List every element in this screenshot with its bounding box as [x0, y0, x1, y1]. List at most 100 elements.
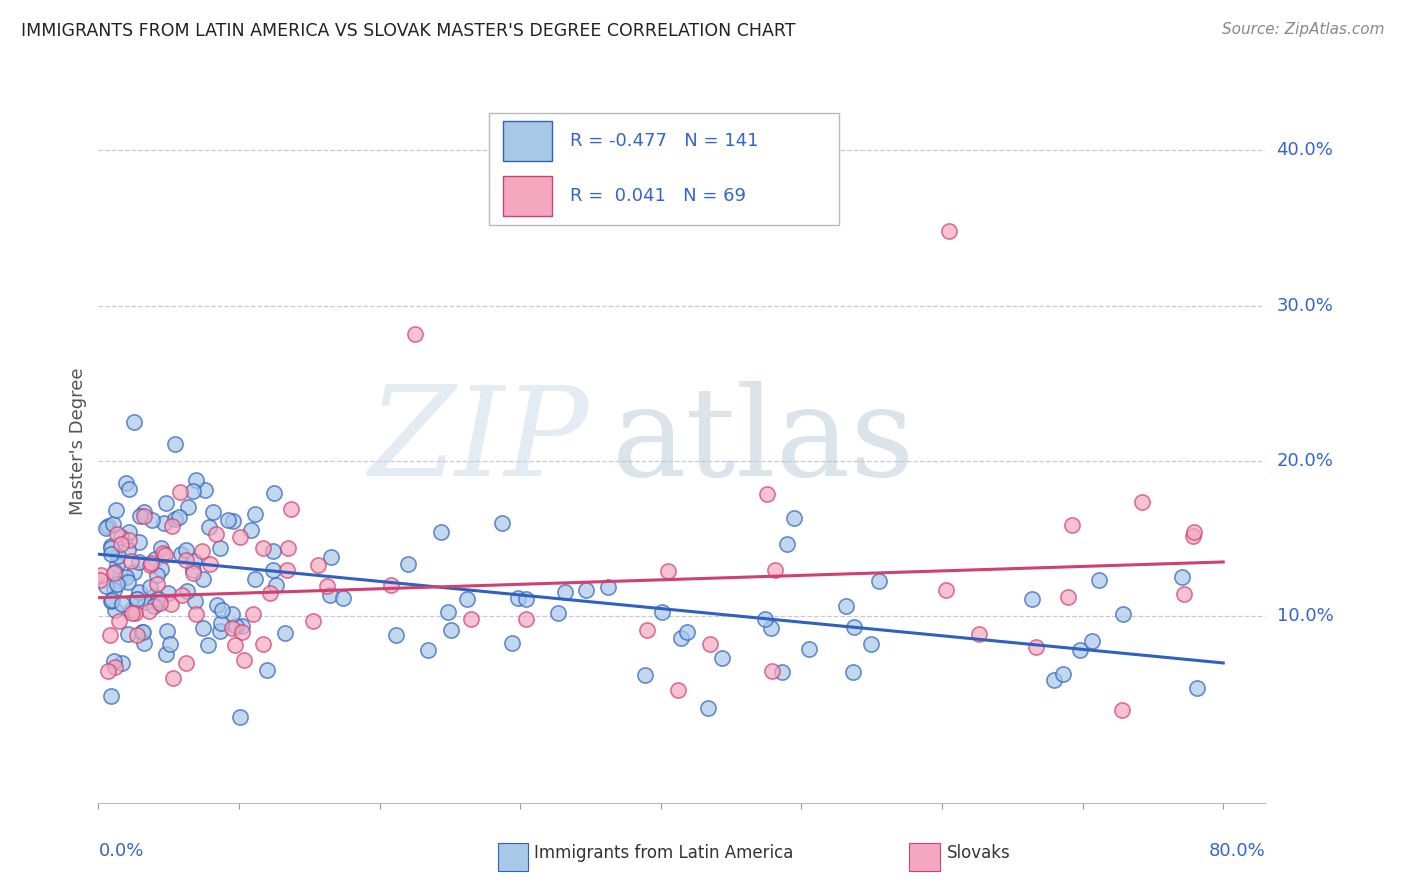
Point — [547, 606, 569, 620]
Point — [155, 496, 177, 510]
Point — [181, 483, 204, 498]
Point — [110, 537, 132, 551]
Point — [380, 578, 402, 592]
Point — [176, 542, 198, 557]
Point — [159, 597, 181, 611]
Point — [274, 625, 297, 640]
Point — [835, 599, 858, 613]
Point — [104, 660, 127, 674]
Point — [763, 563, 786, 577]
Point — [1056, 590, 1078, 604]
Point — [1087, 573, 1109, 587]
Point — [115, 570, 138, 584]
Point — [118, 525, 141, 540]
Point — [150, 541, 173, 556]
Point — [191, 621, 214, 635]
Point — [142, 589, 165, 603]
Point — [152, 546, 174, 560]
Point — [515, 612, 537, 626]
Point — [211, 616, 233, 631]
Point — [118, 533, 141, 547]
Point — [108, 614, 131, 628]
Point — [711, 650, 734, 665]
Point — [262, 563, 284, 577]
Point — [221, 621, 243, 635]
Point — [105, 577, 128, 591]
Point — [132, 505, 155, 519]
Point — [170, 548, 193, 562]
Point — [103, 583, 125, 598]
Point — [211, 603, 233, 617]
FancyBboxPatch shape — [910, 843, 939, 871]
Point — [797, 641, 820, 656]
Point — [125, 591, 148, 606]
Point — [783, 511, 806, 525]
Point — [145, 577, 167, 591]
Point — [198, 519, 221, 533]
Text: Immigrants from Latin America: Immigrants from Latin America — [534, 845, 793, 863]
Point — [94, 521, 117, 535]
Point — [100, 547, 122, 561]
Point — [1052, 667, 1074, 681]
Point — [761, 665, 783, 679]
Point — [104, 603, 127, 617]
Point — [264, 578, 287, 592]
Text: 0.0%: 0.0% — [98, 842, 143, 860]
Point — [233, 653, 256, 667]
Point — [416, 643, 439, 657]
Point — [167, 510, 190, 524]
Point — [141, 556, 163, 570]
Point — [224, 638, 246, 652]
Point — [229, 530, 252, 544]
Point — [491, 516, 513, 530]
Point — [307, 558, 329, 573]
Point — [1185, 681, 1208, 695]
Point — [143, 552, 166, 566]
Point — [149, 596, 172, 610]
Point — [651, 606, 673, 620]
Point — [139, 580, 162, 594]
Point — [1171, 570, 1194, 584]
Point — [131, 625, 153, 640]
Point — [242, 607, 264, 622]
Point — [100, 628, 122, 642]
Point — [174, 656, 197, 670]
Point — [262, 543, 284, 558]
Point — [105, 527, 128, 541]
Point — [132, 624, 155, 639]
Point — [859, 637, 882, 651]
Point — [430, 525, 453, 540]
Point — [138, 604, 160, 618]
Point — [554, 584, 576, 599]
Point — [1060, 517, 1083, 532]
Text: 30.0%: 30.0% — [1277, 296, 1333, 315]
Point — [598, 580, 620, 594]
Point — [150, 561, 173, 575]
Point — [97, 665, 120, 679]
Point — [276, 563, 298, 577]
Point — [277, 541, 299, 555]
Point — [263, 485, 285, 500]
Point — [177, 500, 200, 514]
Point — [699, 637, 721, 651]
Point — [134, 594, 156, 608]
Point — [675, 624, 697, 639]
Point — [163, 511, 186, 525]
Point — [141, 513, 163, 527]
Point — [153, 548, 176, 562]
Point — [191, 543, 214, 558]
Point — [1081, 634, 1104, 648]
Point — [163, 437, 186, 451]
Point — [156, 624, 179, 639]
Point — [115, 476, 138, 491]
Point — [967, 627, 990, 641]
Point — [90, 567, 112, 582]
Point — [634, 668, 657, 682]
Point — [103, 654, 125, 668]
Y-axis label: Master's Degree: Master's Degree — [69, 368, 87, 516]
Point — [110, 656, 132, 670]
Point — [404, 326, 426, 341]
Point — [460, 612, 482, 626]
Point — [256, 664, 278, 678]
Point — [759, 621, 782, 635]
